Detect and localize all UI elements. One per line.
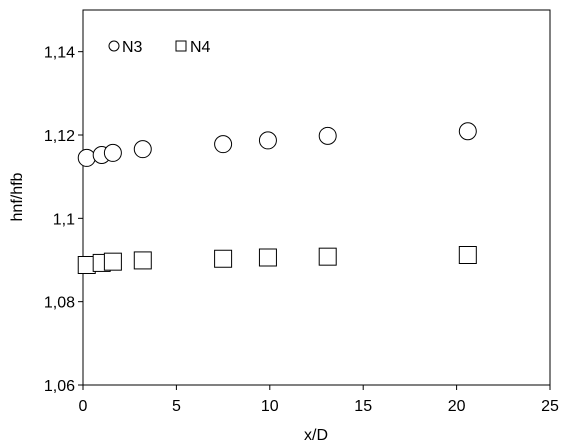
x-axis-ticks: 0 5 10 15 20 25 <box>79 385 559 415</box>
data-point-n4 <box>103 252 122 271</box>
data-point-n3 <box>103 143 122 162</box>
x-tick-label: 15 <box>354 398 372 415</box>
data-point-n4 <box>214 249 233 268</box>
data-points <box>77 122 477 274</box>
y-tick-label: 1,06 <box>44 378 75 395</box>
y-tick-label: 1,08 <box>44 295 75 312</box>
data-point-n4 <box>258 248 277 267</box>
y-axis-title: hnf/hfb <box>9 172 26 221</box>
data-point-n3 <box>133 140 152 159</box>
y-tick-label: 1,1 <box>53 211 75 228</box>
data-point-n3 <box>458 122 477 141</box>
y-tick-label: 1,12 <box>44 128 75 145</box>
data-point-n4 <box>133 251 152 270</box>
legend-marker-n4 <box>175 40 187 52</box>
legend-label-n3: N3 <box>122 39 143 56</box>
plot-area-frame <box>82 9 551 386</box>
x-axis-title: x/D <box>304 427 328 443</box>
data-point-n4 <box>458 246 477 264</box>
legend-marker-n3 <box>108 40 120 52</box>
data-point-n4 <box>318 247 337 266</box>
x-tick-label: 10 <box>261 398 279 415</box>
data-point-n3 <box>318 126 337 145</box>
x-tick-label: 20 <box>448 398 466 415</box>
x-tick-label: 0 <box>79 398 88 415</box>
x-tick-label: 5 <box>172 398 181 415</box>
y-axis-ticks: 1,06 1,08 1,1 1,12 1,14 <box>44 45 83 395</box>
data-point-n3 <box>77 148 96 167</box>
legend: N3 N4 <box>108 39 211 56</box>
legend-label-n4: N4 <box>190 39 211 56</box>
x-tick-label: 25 <box>541 398 559 415</box>
data-point-n3 <box>214 135 233 154</box>
y-tick-label: 1,14 <box>44 45 75 62</box>
data-point-n3 <box>258 131 277 150</box>
